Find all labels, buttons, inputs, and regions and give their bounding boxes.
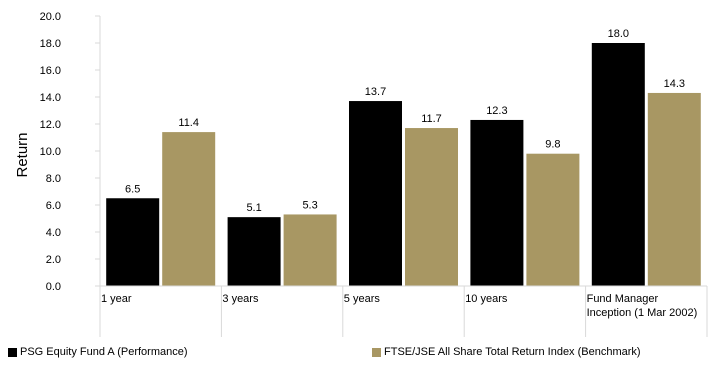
- legend-item-benchmark: FTSE/JSE All Share Total Return Index (B…: [372, 346, 641, 358]
- x-category-label: 1 year: [101, 293, 132, 305]
- x-category-label: 10 years: [465, 293, 508, 305]
- bar-benchmark: [526, 153, 580, 286]
- legend-label-performance: PSG Equity Fund A (Performance): [20, 346, 188, 358]
- bar-performance: [470, 119, 524, 286]
- bar-performance: [106, 198, 160, 286]
- data-label: 13.7: [365, 86, 386, 98]
- data-label: 18.0: [608, 28, 629, 40]
- legend-swatch-benchmark: [372, 347, 381, 357]
- x-category-label-line: 3 years: [222, 293, 259, 305]
- x-category-label-line: 1 year: [101, 293, 132, 305]
- legend-item-performance: PSG Equity Fund A (Performance): [8, 346, 188, 358]
- bar-benchmark: [162, 132, 216, 286]
- y-axis: 0.0 2.0 4.0 6.0 8.0 10.0 12.0 14.0 16.0 18.0 20.0: [40, 11, 101, 293]
- data-label: 12.3: [486, 105, 507, 117]
- x-axis: 1 year 3 years 5 years 10 years Fund Manager…: [99, 285, 708, 337]
- x-category-label-line: Inception (1 Mar 2002): [587, 307, 698, 319]
- data-label: 9.8: [545, 139, 560, 151]
- bar-performance: [227, 217, 281, 286]
- data-label: 5.3: [302, 199, 317, 211]
- data-label: 14.3: [664, 78, 685, 90]
- y-tick-label: 10.0: [40, 146, 61, 158]
- y-tick-label: 18.0: [40, 38, 61, 50]
- bar-benchmark: [647, 92, 701, 286]
- y-tick-label: 14.0: [40, 92, 61, 104]
- bars: 6.5 11.4 5.1 5.3 13.7 11.7 12.3 9.8 18.0 14.3: [106, 28, 701, 286]
- bar-benchmark: [283, 214, 337, 286]
- y-tick-label: 20.0: [40, 11, 61, 23]
- y-tick-label: 6.0: [46, 200, 61, 212]
- y-tick-label: 4.0: [46, 227, 61, 239]
- y-axis-label: Return: [14, 132, 31, 177]
- y-tick-label: 12.0: [40, 119, 61, 131]
- x-category-label-line: 5 years: [344, 293, 381, 305]
- x-category-label: 3 years: [222, 293, 259, 305]
- data-label: 11.4: [178, 117, 199, 129]
- legend-swatch-performance: [8, 347, 17, 357]
- y-tick-label: 8.0: [46, 173, 61, 185]
- y-tick-label: 2.0: [46, 254, 61, 266]
- bar-performance: [349, 101, 402, 286]
- x-category-label: Fund Manager Inception (1 Mar 2002): [587, 293, 698, 319]
- data-label: 11.7: [421, 113, 442, 125]
- x-category-label: 5 years: [344, 293, 381, 305]
- legend-label-benchmark: FTSE/JSE All Share Total Return Index (B…: [384, 346, 641, 358]
- y-tick-label: 0.0: [46, 281, 61, 293]
- x-category-label-line: Fund Manager: [587, 293, 659, 305]
- y-tick-label: 16.0: [40, 65, 61, 77]
- bar-performance: [591, 43, 645, 286]
- data-label: 6.5: [125, 183, 140, 195]
- bar-benchmark: [405, 128, 458, 286]
- x-category-label-line: 10 years: [465, 293, 508, 305]
- data-label: 5.1: [246, 202, 261, 214]
